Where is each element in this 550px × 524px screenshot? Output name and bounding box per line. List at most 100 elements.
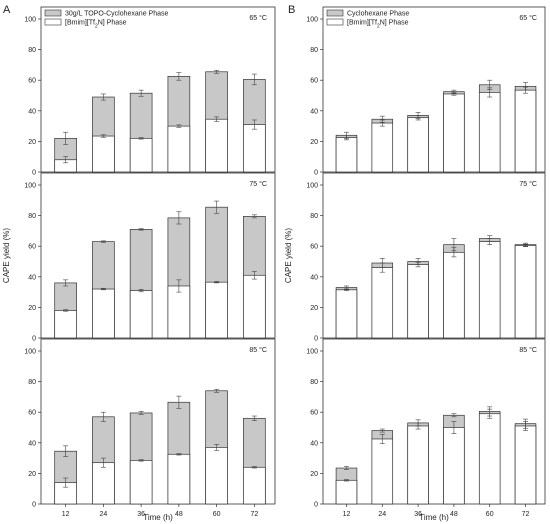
y-tick-label: 40 bbox=[28, 274, 36, 281]
legend: Cyclohexane Phase [Bmim][Tf2N] Phase bbox=[326, 9, 409, 30]
x-tick-label: 36 bbox=[137, 511, 145, 518]
y-tick-label: 40 bbox=[310, 274, 318, 281]
x-tick-label: 72 bbox=[250, 511, 258, 518]
y-tick-label: 80 bbox=[310, 47, 318, 54]
y-tick-label: 80 bbox=[28, 47, 36, 54]
temperature-label: 65 °C bbox=[249, 14, 267, 22]
legend-label: Cyclohexane Phase bbox=[347, 11, 409, 18]
y-tick-label: 20 bbox=[310, 305, 318, 312]
bar-ionic-liquid-phase bbox=[129, 137, 153, 173]
y-axis-title: CAPE yield (%) bbox=[2, 228, 11, 283]
y-tick-label: 60 bbox=[28, 410, 36, 417]
y-tick-label: 80 bbox=[310, 213, 318, 220]
panel-letter-a: A bbox=[3, 4, 11, 16]
bar-ionic-liquid-phase bbox=[243, 466, 266, 505]
y-tick-label: 40 bbox=[28, 108, 36, 115]
y-tick-label: 40 bbox=[28, 440, 36, 447]
temperature-label: 85 °C bbox=[519, 346, 537, 354]
y-tick-label: 100 bbox=[306, 349, 318, 356]
x-tick-label: 24 bbox=[99, 511, 107, 518]
bar-ionic-liquid-phase bbox=[335, 289, 358, 339]
y-tick-label: 0 bbox=[32, 170, 36, 177]
plot-frame bbox=[40, 6, 276, 173]
bar-ionic-liquid-phase bbox=[371, 438, 394, 505]
y-tick-label: 60 bbox=[310, 410, 318, 417]
plot-frame bbox=[40, 172, 276, 339]
temperature-label: 75 °C bbox=[519, 180, 537, 188]
legend-label: [Bmim][Tf2N] Phase bbox=[65, 20, 127, 30]
panel-b-chart: 0 20 40 60 80 100 65 °C 0 20 40 60 80 100 75 °C 0 20 40 6… bbox=[284, 6, 546, 522]
y-tick-label: 40 bbox=[310, 440, 318, 447]
y-tick-label: 0 bbox=[32, 502, 36, 509]
y-tick-label: 100 bbox=[24, 17, 36, 24]
y-tick-label: 100 bbox=[306, 183, 318, 190]
bar-ionic-liquid-phase bbox=[92, 288, 115, 339]
bar-ionic-liquid-phase bbox=[54, 310, 77, 339]
bar-ionic-liquid-phase bbox=[92, 462, 115, 505]
x-tick-label: 72 bbox=[522, 511, 530, 518]
legend: 30g/L TOPO-Cyclohexane Phase [Bmim][Tf2N]… bbox=[44, 9, 168, 30]
y-tick-label: 20 bbox=[28, 305, 36, 312]
x-axis-title: Time (h) bbox=[419, 513, 449, 522]
bar-ionic-liquid-phase bbox=[167, 125, 191, 173]
x-tick-label: 12 bbox=[62, 511, 70, 518]
legend-swatch bbox=[44, 9, 62, 17]
bar-ionic-liquid-phase bbox=[478, 241, 501, 339]
plot-frame bbox=[40, 338, 276, 505]
plot-frame bbox=[322, 172, 546, 339]
panel-letter-b: B bbox=[288, 4, 295, 16]
y-tick-label: 80 bbox=[28, 379, 36, 386]
legend-swatch bbox=[44, 18, 62, 26]
bar-ionic-liquid-phase bbox=[243, 274, 266, 339]
bar-ionic-liquid-phase bbox=[167, 453, 191, 505]
bar-ionic-liquid-phase bbox=[443, 93, 465, 173]
y-tick-label: 60 bbox=[310, 78, 318, 85]
legend-swatch bbox=[326, 18, 344, 26]
y-tick-label: 60 bbox=[310, 244, 318, 251]
plot-frame bbox=[322, 338, 546, 505]
plot-frame bbox=[322, 6, 546, 173]
y-tick-label: 0 bbox=[314, 336, 318, 343]
bar-ionic-liquid-phase bbox=[371, 122, 394, 173]
y-tick-label: 20 bbox=[28, 139, 36, 146]
x-tick-label: 48 bbox=[450, 511, 458, 518]
bar-ionic-liquid-phase bbox=[478, 413, 501, 505]
bar-ionic-liquid-phase bbox=[335, 137, 358, 173]
y-axis-title: CAPE yield (%) bbox=[284, 228, 293, 283]
bar-ionic-liquid-phase bbox=[514, 89, 537, 173]
y-tick-label: 0 bbox=[314, 170, 318, 177]
bar-ionic-liquid-phase bbox=[407, 425, 429, 505]
bar-ionic-liquid-phase bbox=[514, 425, 537, 505]
x-tick-label: 60 bbox=[486, 511, 494, 518]
bar-ionic-liquid-phase bbox=[407, 117, 429, 173]
bar-ionic-liquid-phase bbox=[407, 264, 429, 339]
legend-label: 30g/L TOPO-Cyclohexane Phase bbox=[65, 11, 168, 18]
temperature-label: 75 °C bbox=[249, 180, 267, 188]
bar-ionic-liquid-phase bbox=[205, 281, 228, 339]
bar-ionic-liquid-phase bbox=[243, 124, 266, 173]
temperature-label: 65 °C bbox=[519, 14, 537, 22]
x-tick-label: 12 bbox=[343, 511, 351, 518]
y-tick-label: 100 bbox=[24, 183, 36, 190]
bar-ionic-liquid-phase bbox=[129, 460, 153, 505]
bar-ionic-liquid-phase bbox=[205, 447, 228, 505]
legend-label: [Bmim][Tf2N] Phase bbox=[347, 20, 409, 30]
bar-ionic-liquid-phase bbox=[335, 479, 358, 505]
y-tick-label: 60 bbox=[28, 78, 36, 85]
bar-ionic-liquid-phase bbox=[129, 290, 153, 339]
x-tick-label: 60 bbox=[213, 511, 221, 518]
y-tick-label: 80 bbox=[28, 213, 36, 220]
y-tick-label: 80 bbox=[310, 379, 318, 386]
y-tick-label: 20 bbox=[310, 471, 318, 478]
bar-ionic-liquid-phase bbox=[167, 285, 191, 339]
y-tick-label: 60 bbox=[28, 244, 36, 251]
x-tick-label: 24 bbox=[378, 511, 386, 518]
y-tick-label: 100 bbox=[24, 349, 36, 356]
temperature-label: 85 °C bbox=[249, 346, 267, 354]
y-tick-label: 100 bbox=[306, 17, 318, 24]
y-tick-label: 20 bbox=[310, 139, 318, 146]
bar-ionic-liquid-phase bbox=[514, 245, 537, 339]
bar-ionic-liquid-phase bbox=[443, 251, 465, 339]
x-axis-title: Time (h) bbox=[143, 513, 173, 522]
